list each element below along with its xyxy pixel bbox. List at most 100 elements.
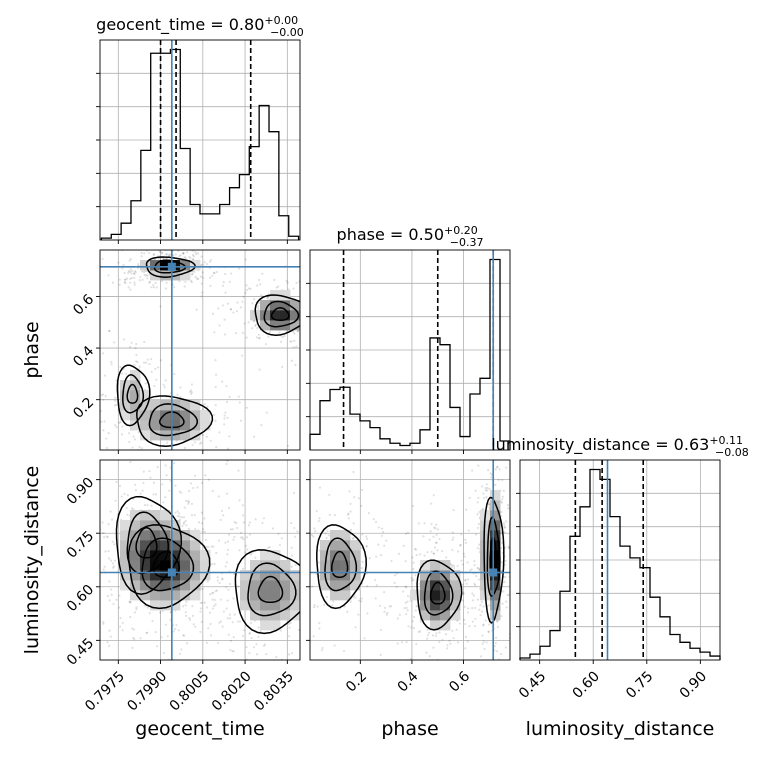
sample-point [225,607,228,610]
sample-point [215,589,219,592]
sample-point [485,641,488,644]
x-axis-label: geocent_time [135,718,264,740]
sample-point [311,321,313,323]
sample-point [214,419,217,422]
sample-point [482,715,484,717]
sample-point [205,606,209,609]
density-cell [120,380,131,391]
sample-point [412,561,415,564]
density-cell [410,590,421,601]
sample-point [503,671,505,673]
density-cell [430,590,441,601]
sample-point [255,336,259,339]
density-cell [480,550,491,561]
sample-point [113,341,116,344]
sample-point [462,552,466,555]
sample-point [233,520,236,524]
contour-line [115,495,183,595]
sample-point [245,284,248,287]
sample-point [375,520,378,524]
sample-point [136,361,139,364]
sample-point [183,521,186,524]
sample-point [316,319,318,321]
sample-point [181,524,184,528]
sample-point [321,290,323,292]
density-cell [270,320,281,331]
sample-point [505,466,508,469]
sample-point [307,551,309,553]
sample-point [195,252,198,256]
sample-point [471,469,474,472]
sample-point [148,470,151,473]
sample-point [164,379,167,382]
sample-point [226,540,230,543]
sample-point [199,601,202,604]
sample-point [113,404,116,407]
sample-point [424,664,426,666]
sample-point [302,310,304,312]
density-cell [430,600,441,611]
sample-point [91,455,93,457]
sample-point [517,638,519,640]
density-cell [140,410,151,421]
sample-point [248,521,251,524]
sample-point [130,272,133,275]
sample-point [227,633,230,636]
sample-point [184,519,187,523]
sample-point [289,711,291,713]
sample-point [257,278,261,282]
sample-point [410,576,413,580]
sample-point [121,267,124,270]
sample-point [241,567,245,570]
sample-point [388,605,391,608]
sample-point [330,318,332,320]
sample-point [430,522,433,526]
sample-point [314,562,316,564]
density-cell [150,420,161,431]
contour-line [257,575,284,603]
density-cell [190,530,201,541]
sample-point [199,607,203,610]
sample-point [125,277,129,280]
sample-point [102,568,105,571]
sample-point [110,588,113,591]
x-axis-label: phase [381,718,438,740]
density-cell [320,580,331,591]
sample-point [320,329,322,331]
sample-point [472,412,474,414]
sample-point [482,640,485,643]
sample-point [118,421,121,424]
sample-point [445,556,448,559]
sample-point [233,572,236,576]
sample-point [511,607,513,609]
sample-point [129,460,132,464]
sample-point [258,336,261,339]
sample-point [135,353,138,356]
sample-point [485,489,488,492]
sample-point [180,491,183,494]
sample-point [89,453,91,455]
sample-point [244,258,247,261]
sample-point [315,509,318,513]
sample-point [452,508,455,512]
sample-point [146,358,149,361]
sample-point [211,592,214,595]
sample-point [241,300,244,303]
sample-point [129,281,132,284]
sample-point [125,506,128,510]
sample-point [501,671,503,673]
sample-point [476,526,479,530]
density-cell [240,570,251,581]
sample-point [155,286,158,289]
density-cell [340,550,351,561]
sample-point [462,592,465,595]
sample-point [289,621,292,624]
sample-point [228,435,231,438]
sample-point [129,236,131,238]
sample-point [481,507,484,511]
density-cell [150,400,161,411]
density-cell [440,600,451,611]
sample-point [208,276,212,279]
sample-point [225,400,229,403]
sample-point [489,687,491,689]
